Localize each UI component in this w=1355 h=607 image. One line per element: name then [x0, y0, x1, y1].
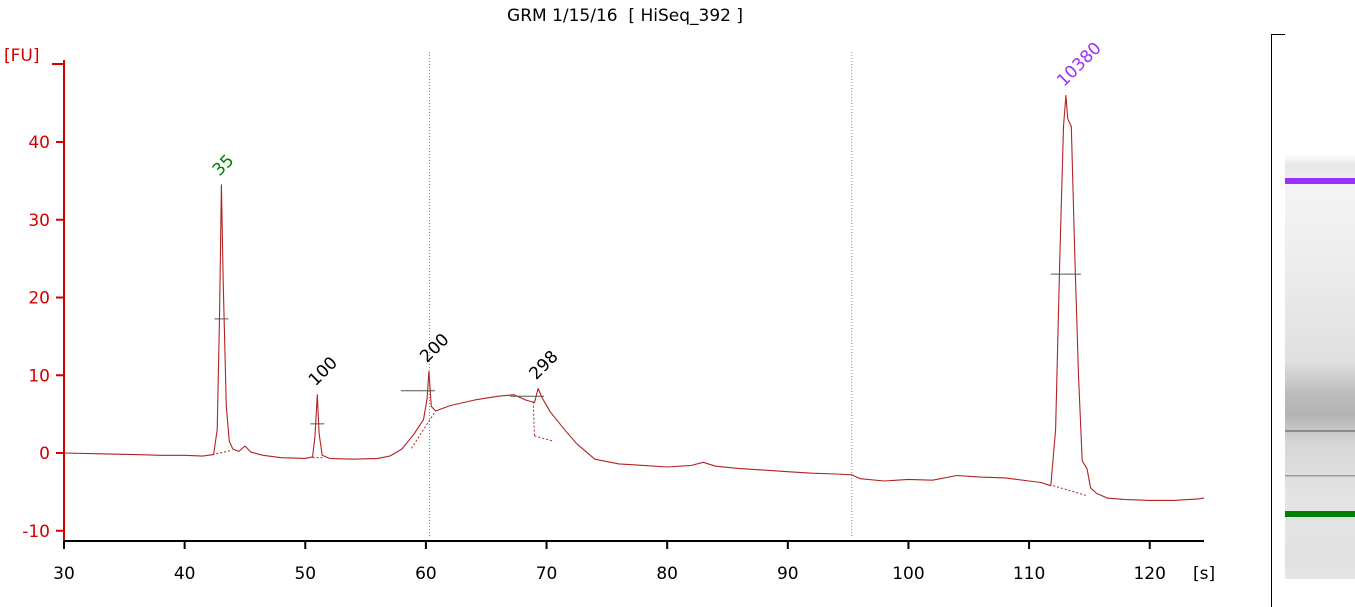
y-tick-label: 10 [28, 366, 50, 386]
y-tick-label: 40 [28, 133, 50, 153]
x-tick-label: 120 [1133, 564, 1165, 584]
y-tick-label: 20 [28, 289, 50, 309]
y-tick-label: 0 [39, 444, 50, 464]
upper-marker-band [1285, 178, 1355, 184]
x-tick-label: 90 [777, 564, 799, 584]
x-tick-label: 80 [656, 564, 678, 584]
x-tick-label: 50 [294, 564, 316, 584]
peak-label: 298 [525, 347, 562, 384]
x-tick-label: 70 [536, 564, 558, 584]
peak-label: 35 [209, 151, 238, 180]
x-tick-label: 60 [415, 564, 437, 584]
x-axis-label: [s] [1193, 564, 1215, 584]
x-tick-label: 110 [1013, 564, 1045, 584]
y-tick-label: -10 [22, 522, 50, 542]
x-tick-label: 100 [892, 564, 924, 584]
chart-title: GRM 1/15/16 [ HiSeq_392 ] [507, 6, 743, 26]
peak-baseline [411, 410, 436, 449]
y-tick-label: 30 [28, 211, 50, 231]
gel-lane [1271, 34, 1355, 607]
electropherogram-plot: [FU] -10 0 10 20 30 40 [s] 30 40 50 60 70 80 90 100 1… [4, 38, 1215, 584]
peak-label: 100 [305, 353, 342, 390]
peak-baseline [532, 401, 535, 436]
peak-baseline [212, 450, 231, 456]
x-tick-label: 40 [174, 564, 196, 584]
y-axis: [FU] -10 0 10 20 30 40 [4, 46, 65, 542]
band-100 [1285, 475, 1355, 477]
peak-label: 10380 [1053, 38, 1105, 90]
peak-baseline [534, 435, 554, 442]
peak-baseline [1053, 485, 1088, 497]
y-axis-label: [FU] [4, 46, 40, 66]
band-200 [1285, 430, 1355, 432]
lower-marker-band [1285, 511, 1355, 517]
gel-lane-body [1285, 34, 1355, 579]
fluorescence-trace [63, 94, 1205, 501]
peak-label: 200 [416, 330, 453, 367]
x-axis: [s] 30 40 50 60 70 80 90 100 110 120 [53, 540, 1215, 584]
x-tick-label: 30 [53, 564, 75, 584]
